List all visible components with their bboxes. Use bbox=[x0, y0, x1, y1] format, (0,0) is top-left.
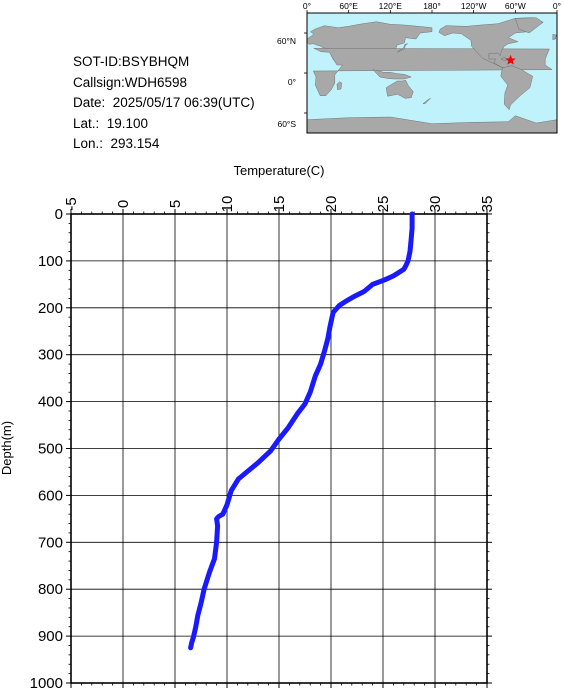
plot-frame bbox=[70, 213, 488, 684]
map-lon-label: 0° bbox=[303, 1, 311, 11]
y-tick-label: 1000 bbox=[30, 675, 63, 690]
x-tick-labels: -5 0 5 10 15 20 25 30 35 bbox=[63, 196, 496, 213]
y-tick-label: 0 bbox=[55, 206, 63, 223]
landmass-new-zealand bbox=[422, 98, 431, 104]
landmass-australia bbox=[385, 80, 414, 99]
map-ticks bbox=[304, 10, 558, 114]
landmass-caribbean bbox=[501, 57, 509, 61]
y-tick-label: 100 bbox=[38, 253, 63, 270]
y-tick-label: 500 bbox=[38, 441, 63, 458]
y-tick-label: 400 bbox=[38, 394, 63, 411]
x-tick-label: 15 bbox=[271, 196, 288, 213]
y-tick-label: 700 bbox=[38, 534, 63, 551]
map-lon-label: 60°E bbox=[339, 1, 358, 11]
y-tick-label: 200 bbox=[38, 300, 63, 317]
landmass-south-america bbox=[500, 65, 533, 111]
x-tick-label: 20 bbox=[323, 196, 340, 213]
callsign: Callsign:WDH6598 bbox=[73, 74, 188, 90]
x-tick-label: 5 bbox=[167, 200, 184, 208]
chart-grid bbox=[70, 214, 488, 683]
y-tick-labels: 0 100 200 300 400 500 600 700 800 900 1000 bbox=[30, 206, 63, 690]
temperature-profile-line bbox=[188, 211, 415, 651]
map-lon-label: 120°E bbox=[379, 1, 403, 11]
float-info: SOT-ID:BSYBHQM Callsign:WDH6598 Date: 20… bbox=[73, 52, 255, 155]
y-tick-label: 300 bbox=[38, 347, 63, 364]
y-tick-label: 600 bbox=[38, 487, 63, 504]
map-lon-label: 180° bbox=[423, 1, 441, 11]
landmass-japan bbox=[397, 43, 408, 53]
x-tick-label: -5 bbox=[63, 197, 80, 210]
map-lon-label: 120°W bbox=[461, 1, 487, 11]
x-tick-label: 30 bbox=[427, 196, 444, 213]
x-tick-label: 25 bbox=[375, 196, 392, 213]
map-lon-label: 0° bbox=[553, 1, 561, 11]
date: Date: 2025/05/17 06:39(UTC) bbox=[73, 95, 255, 110]
longitude: Lon.: 293.154 bbox=[73, 136, 160, 151]
map-lat-label: 0° bbox=[288, 77, 296, 87]
series-group bbox=[188, 211, 415, 651]
x-tick-label: 35 bbox=[479, 196, 496, 213]
y-axis-title: Depth(m) bbox=[0, 421, 14, 475]
latitude: Lat.: 19.100 bbox=[73, 115, 149, 131]
float-location-marker bbox=[505, 54, 516, 65]
x-tick-label: 10 bbox=[219, 196, 236, 213]
sot-id: SOT-ID:BSYBHQM bbox=[73, 54, 190, 69]
x-axis-title: Temperature(C) bbox=[233, 163, 324, 178]
x-tick-label: 0 bbox=[115, 200, 132, 208]
landmass-madagascar bbox=[336, 81, 342, 90]
landmass-indonesia bbox=[372, 69, 412, 80]
map-lat-label: 60°N bbox=[277, 36, 296, 46]
map-land bbox=[306, 17, 558, 134]
map-lon-label: 60°W bbox=[505, 1, 526, 11]
landmass-uk bbox=[552, 34, 557, 40]
map-lat-label: 60°S bbox=[277, 119, 296, 129]
y-tick-label: 800 bbox=[38, 581, 63, 598]
landmass-greenland bbox=[515, 17, 544, 34]
y-tick-label: 900 bbox=[38, 628, 63, 645]
